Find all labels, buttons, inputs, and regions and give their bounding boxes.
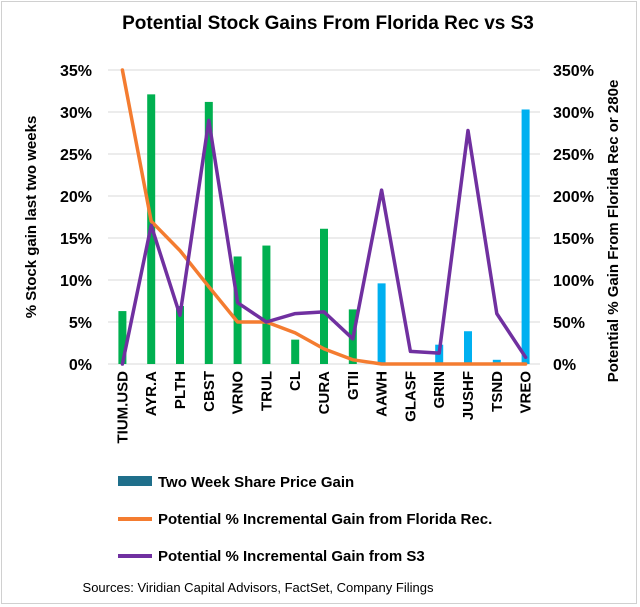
x-tick-label: AAWH <box>374 371 391 417</box>
x-tick-label: TSND <box>489 371 506 412</box>
bar-tsnd <box>492 359 501 364</box>
legend-label: Potential % Incremental Gain from Florid… <box>158 511 492 528</box>
y-axis-right-ticks: 0% 50% 100% 150% 200% 250% 300% 350% <box>553 63 594 374</box>
x-tick-label: TRUL <box>258 371 275 411</box>
y-tick-right: 100% <box>553 273 594 290</box>
x-tick-label: TIUM.USD <box>114 371 131 444</box>
y-tick-right: 350% <box>553 63 594 80</box>
y-tick-right: 250% <box>553 147 594 164</box>
bar-plth <box>176 306 184 364</box>
y-tick-right: 150% <box>553 231 594 248</box>
x-tick-label: VRNO <box>230 371 247 415</box>
legend: Two Week Share Price Gain Potential % Inc… <box>118 474 492 565</box>
x-tick-label: CBST <box>201 371 218 412</box>
bar-cl <box>291 339 300 364</box>
bar-aawh <box>377 283 386 364</box>
x-tick-label: AYR.A <box>143 371 160 416</box>
legend-label: Two Week Share Price Gain <box>158 474 354 491</box>
x-tick-label: VREO <box>518 371 535 414</box>
y-tick-right: 0% <box>553 357 576 374</box>
y-axis-left-ticks: 0% 5% 10% 15% 20% 25% 30% 35% <box>60 63 92 374</box>
y-tick-left: 5% <box>69 315 92 332</box>
y-tick-right: 50% <box>553 315 585 332</box>
bar-vrno <box>233 256 242 364</box>
x-tick-label: PLTH <box>172 371 189 409</box>
legend-label: Potential % Incremental Gain from S3 <box>158 548 425 565</box>
x-tick-label: GLASF <box>402 371 419 422</box>
line-s3 <box>120 118 528 366</box>
legend-swatch-bar <box>118 476 152 486</box>
y-tick-left: 15% <box>60 231 92 248</box>
y-axis-right-label: Potential % Gain From Florida Rec or 280… <box>605 80 622 383</box>
x-tick-label: CURA <box>316 371 333 414</box>
line-series <box>120 68 528 366</box>
x-axis-tick-labels: TIUM.USD AYR.A PLTH CBST VRNO TRUL CL CURA GTII A… <box>114 371 534 444</box>
bar-trul <box>262 245 271 364</box>
y-tick-right: 200% <box>553 189 594 206</box>
source-note: Sources: Viridian Capital Advisors, Fact… <box>83 580 434 595</box>
y-tick-left: 20% <box>60 189 92 206</box>
x-tick-label: GTII <box>345 371 362 400</box>
y-tick-left: 30% <box>60 105 92 122</box>
y-tick-right: 300% <box>553 105 594 122</box>
x-tick-label: JUSHF <box>460 371 477 420</box>
y-tick-left: 10% <box>60 273 92 290</box>
bar-cura <box>320 228 328 364</box>
bar-jushf <box>464 331 472 364</box>
y-tick-left: 25% <box>60 147 92 164</box>
bar-cbst <box>204 101 213 365</box>
bar-tium-usd <box>118 311 127 364</box>
chart-title: Potential Stock Gains From Florida Rec v… <box>122 13 534 34</box>
bar-vreo <box>521 109 530 364</box>
x-tick-label: CL <box>287 371 304 391</box>
y-axis-left-label: % Stock gain last two weeks <box>23 116 40 319</box>
x-tick-label: GRIN <box>431 371 448 409</box>
line-florida-rec <box>120 68 528 366</box>
y-tick-left: 0% <box>69 357 92 374</box>
y-tick-left: 35% <box>60 63 92 80</box>
